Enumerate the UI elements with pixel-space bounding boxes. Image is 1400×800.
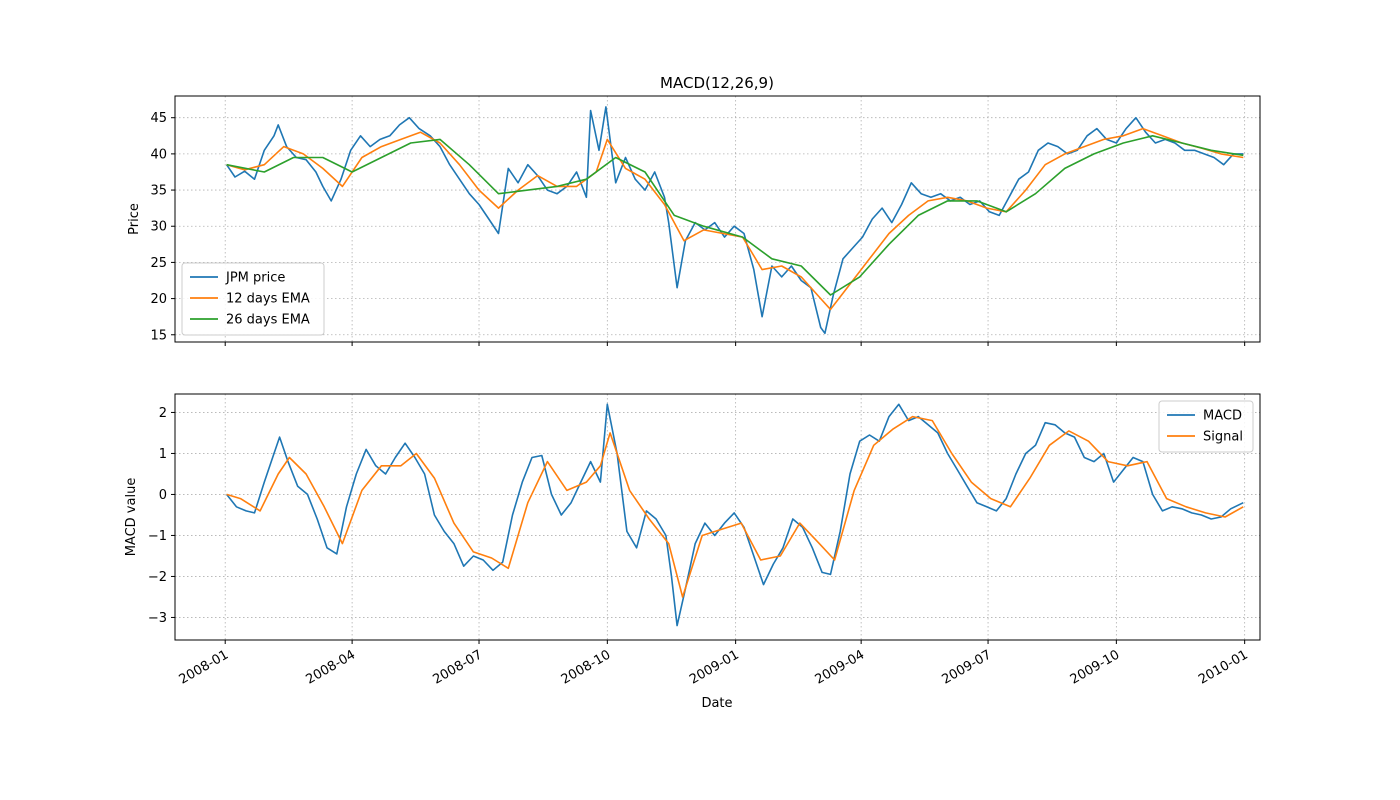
price-panel: MACD(12,26,9) 15 20 25 30 35 40 45 Price JPM p… — [127, 74, 1261, 346]
series-line-3 — [226, 135, 1244, 296]
y-tick-label: 35 — [150, 184, 167, 199]
chart-title: MACD(12,26,9) — [660, 74, 774, 92]
price-series — [225, 106, 1244, 335]
macd-grid — [175, 394, 1260, 640]
y-tick-label: 1 — [159, 447, 167, 462]
macd-series — [225, 403, 1244, 627]
legend-label: Signal — [1203, 430, 1243, 445]
y-tick-label: 30 — [150, 220, 167, 235]
y-tick-label: −1 — [148, 529, 167, 544]
price-axes-frame — [174, 95, 1261, 343]
legend-label: MACD — [1203, 409, 1242, 424]
macd-y-axis-label: MACD value — [124, 478, 139, 557]
macd-legend: MACD Signal — [1158, 400, 1254, 453]
y-tick-label: 0 — [159, 488, 167, 503]
price-y-ticks: 15 20 25 30 35 40 45 — [150, 111, 175, 343]
series-line-1 — [225, 106, 1244, 335]
macd-y-ticks: −3 −2 −1 0 1 2 — [148, 406, 175, 626]
y-tick-label: 25 — [150, 256, 167, 271]
y-tick-label: 15 — [150, 328, 167, 343]
price-x-ticks — [224, 342, 1246, 346]
legend-label: JPM price — [225, 271, 285, 286]
series-line-2 — [226, 127, 1244, 311]
price-legend: JPM price 12 days EMA 26 days EMA — [181, 262, 325, 336]
series-line-2 — [226, 415, 1244, 598]
legend-label: 26 days EMA — [226, 313, 310, 328]
y-tick-label: −3 — [148, 611, 167, 626]
price-grid — [175, 96, 1260, 342]
series-line-1 — [225, 403, 1244, 627]
y-tick-label: −2 — [148, 570, 167, 585]
y-tick-label: 20 — [150, 292, 167, 307]
price-y-axis-label: Price — [127, 203, 142, 235]
legend-box — [181, 262, 325, 336]
y-tick-label: 2 — [159, 406, 167, 421]
y-tick-label: 40 — [150, 147, 167, 162]
x-axis-label: Date — [701, 696, 732, 711]
legend-label: 12 days EMA — [226, 292, 310, 307]
macd-axes-frame — [174, 393, 1261, 641]
legend-box — [1158, 400, 1254, 453]
y-tick-label: 45 — [150, 111, 167, 126]
